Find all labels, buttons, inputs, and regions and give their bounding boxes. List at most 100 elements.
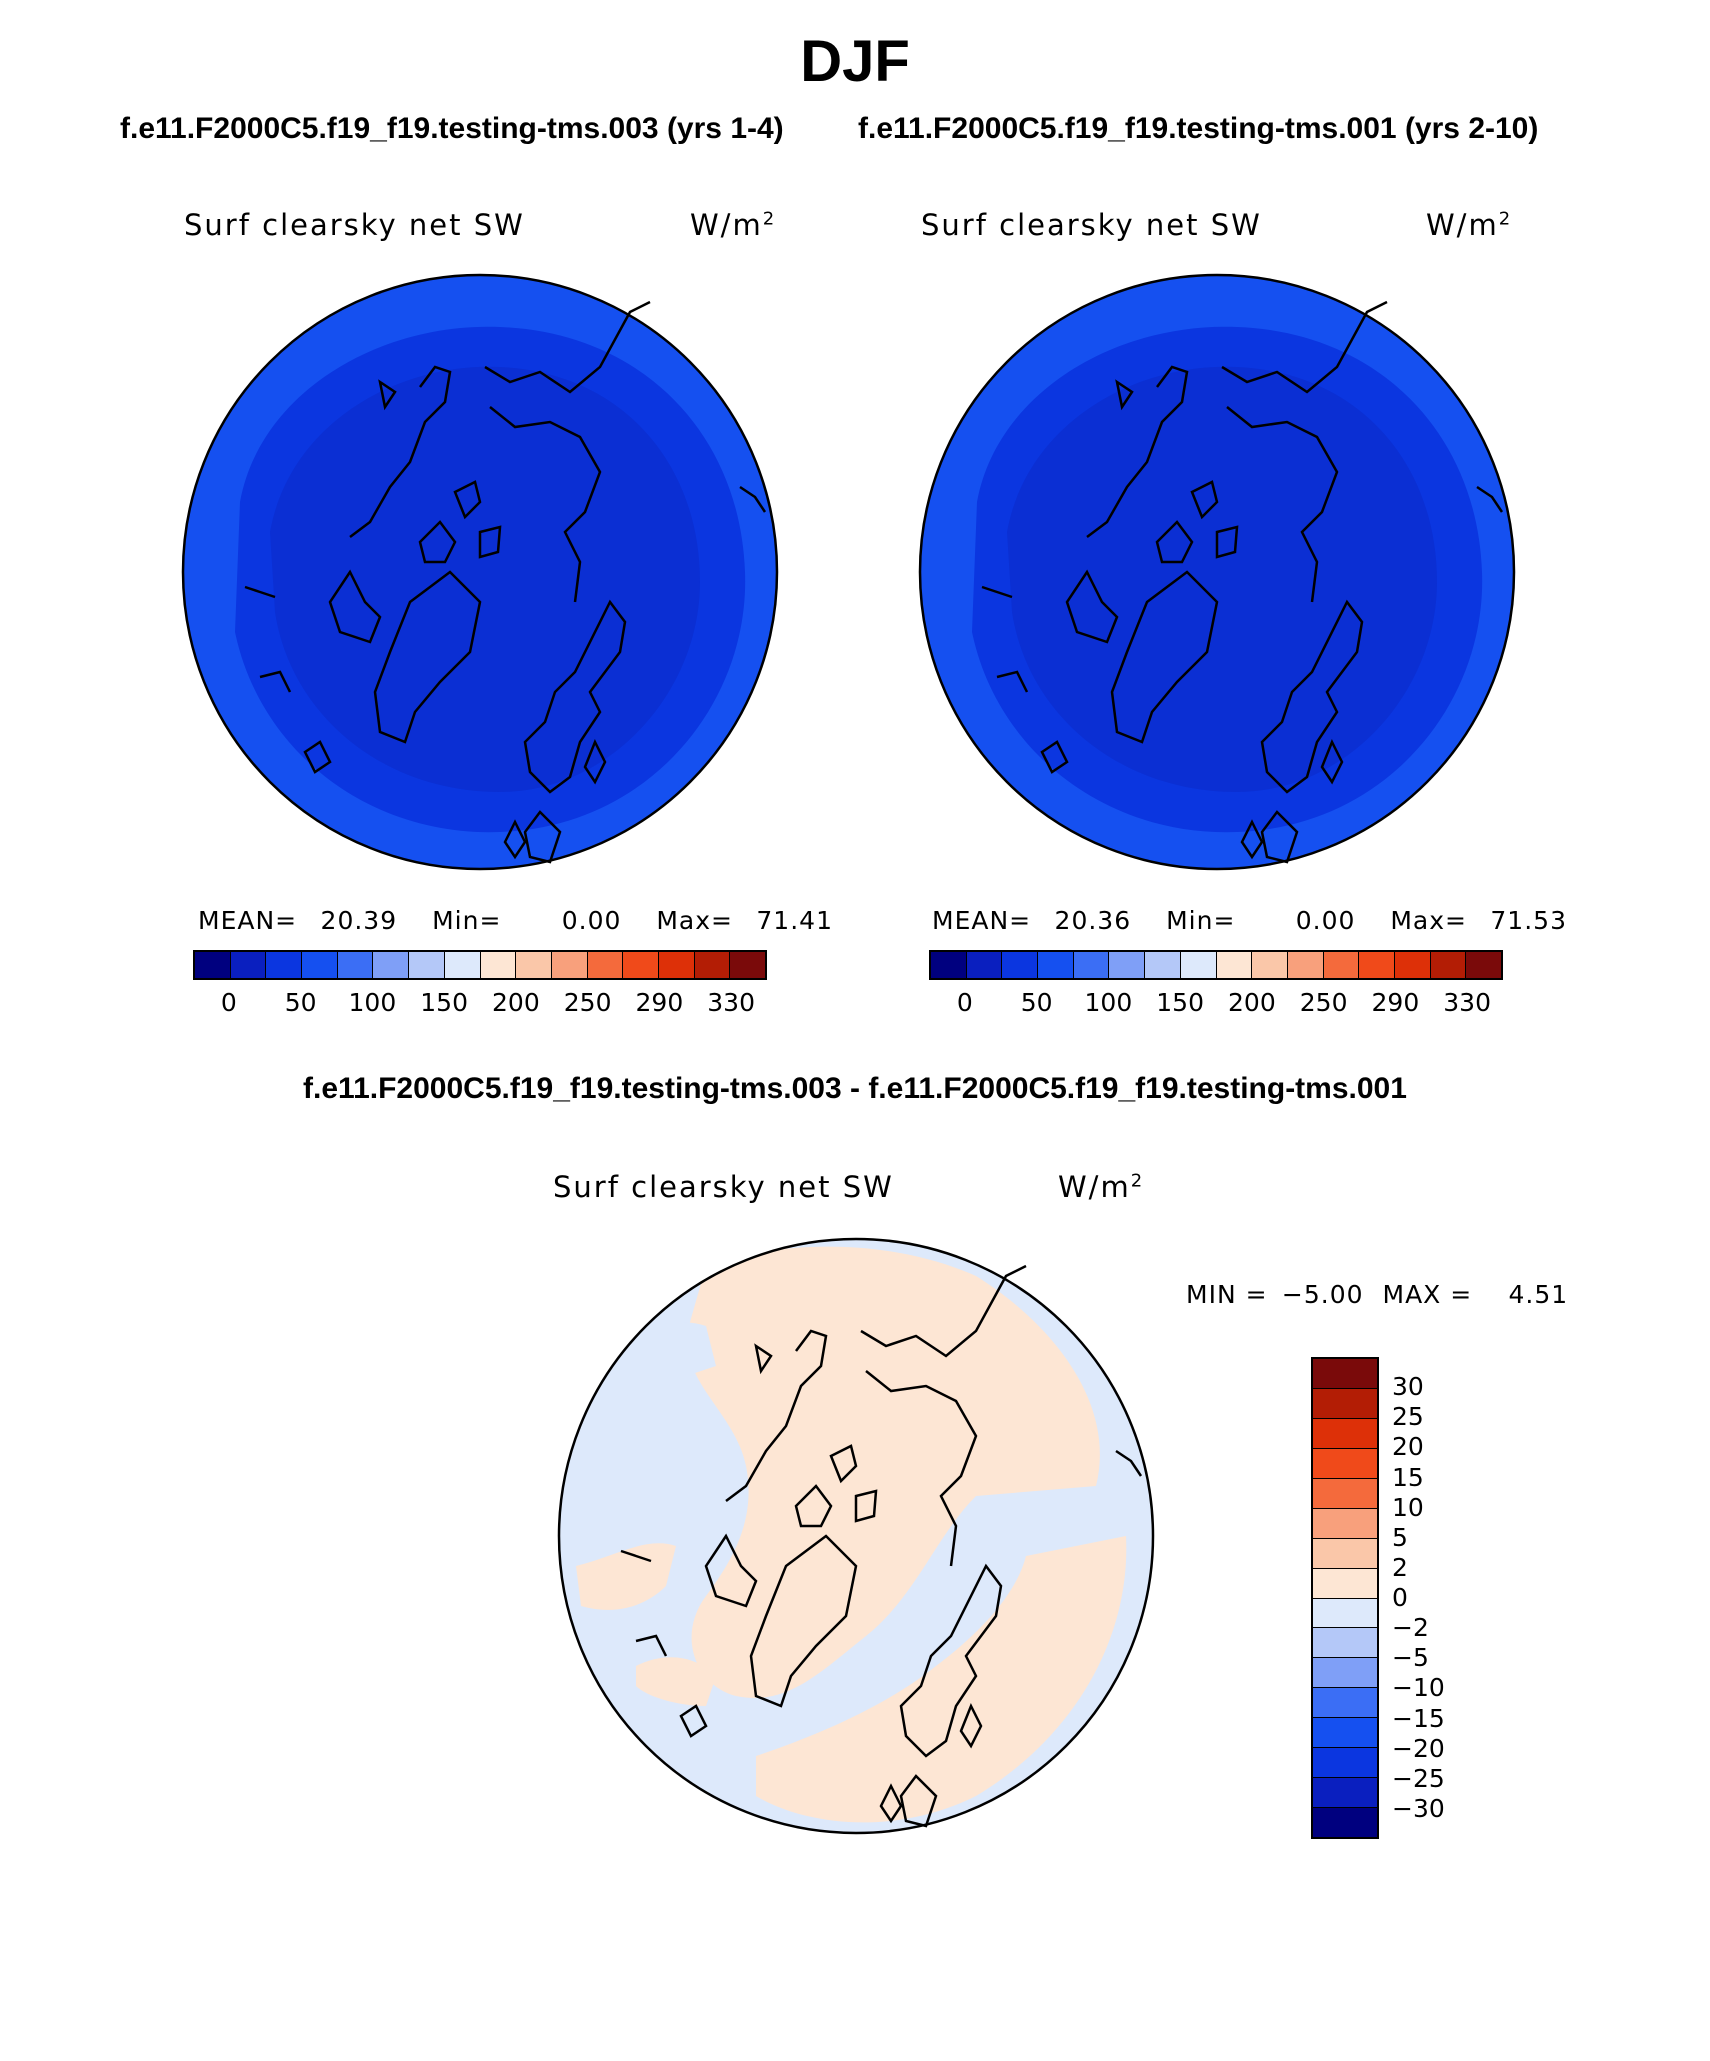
- colorbar-swatch: [1252, 952, 1288, 978]
- colorbar-swatch: [1313, 1748, 1377, 1779]
- colorbar-tick-label: 25: [1392, 1402, 1424, 1432]
- colorbar-tick-label: −20: [1392, 1733, 1445, 1763]
- panel1-polar-map: [181, 273, 779, 871]
- colorbar-swatch: [1466, 952, 1501, 978]
- colorbar-swatch: [623, 952, 659, 978]
- colorbar-tick-label: 2: [1392, 1552, 1408, 1582]
- colorbar-tick-label: 50: [1020, 988, 1053, 1017]
- colorbar-swatch: [1180, 952, 1217, 978]
- colorbar-tick-label: 5: [1392, 1522, 1408, 1552]
- colorbar-swatch: [966, 952, 1003, 978]
- colorbar-tick-label: 200: [1228, 988, 1276, 1017]
- colorbar-swatch: [1430, 952, 1467, 978]
- colorbar-tick-label: 30: [1392, 1372, 1424, 1402]
- colorbar-swatch: [1313, 1388, 1377, 1419]
- colorbar-swatch: [1313, 1778, 1377, 1809]
- colorbar-swatch: [1313, 1808, 1377, 1837]
- colorbar-tick-label: −15: [1392, 1703, 1445, 1733]
- colorbar-swatch: [1394, 952, 1431, 978]
- colorbar-tick-label: 0: [220, 988, 237, 1017]
- colorbar-tick-label: 150: [1156, 988, 1204, 1017]
- colorbar-tick-label: 15: [1392, 1462, 1424, 1492]
- colorbar-swatch: [730, 952, 765, 978]
- colorbar-tick-label: −30: [1392, 1793, 1445, 1823]
- panel1-stats: MEAN= 20.39 Min= 0.00 Max= 71.41: [198, 906, 833, 935]
- colorbar-swatch: [1287, 952, 1324, 978]
- colorbar-tick-label: 330: [707, 988, 755, 1017]
- colorbar-swatch: [1073, 952, 1110, 978]
- colorbar-tick-label: 290: [1371, 988, 1420, 1017]
- colorbar-tick-label: 290: [635, 988, 684, 1017]
- diff-units-label: W/m2: [1058, 1170, 1145, 1204]
- panel1-units-label: W/m2: [690, 208, 777, 242]
- panel2-units-label: W/m2: [1426, 208, 1513, 242]
- colorbar-swatch: [373, 952, 410, 978]
- colorbar-swatch: [409, 952, 445, 978]
- diff-stats: MIN = −5.00 MAX = 4.51: [1186, 1280, 1569, 1309]
- colorbar-tick-label: 100: [348, 988, 397, 1017]
- colorbar-swatch: [195, 952, 231, 978]
- colorbar-swatch: [587, 952, 624, 978]
- colorbar-swatch: [480, 952, 517, 978]
- colorbar-swatch: [266, 952, 303, 978]
- panel2-polar-map: [918, 273, 1516, 871]
- colorbar-swatch: [1313, 1718, 1377, 1749]
- colorbar-swatch: [1313, 1658, 1377, 1689]
- colorbar-swatch: [1313, 1538, 1377, 1569]
- colorbar-tick-label: 0: [1392, 1583, 1408, 1612]
- colorbar-swatch: [1002, 952, 1039, 978]
- diff-colorbar-ticks: 30 25 20 15 10 5 2 0 −2 −5 −10 −15 −20 −25 −30: [1392, 1357, 1492, 1839]
- colorbar-tick-label: −5: [1392, 1643, 1429, 1673]
- colorbar-swatch: [444, 952, 481, 978]
- colorbar-tick-label: 20: [1392, 1432, 1424, 1462]
- diff-colorbar: [1311, 1357, 1379, 1839]
- colorbar-swatch: [1359, 952, 1395, 978]
- colorbar-swatch: [1313, 1418, 1377, 1449]
- colorbar-swatch: [1313, 1598, 1377, 1629]
- figure-title: DJF: [800, 29, 910, 94]
- panel2-stats: MEAN= 20.36 Min= 0.00 Max= 71.53: [932, 906, 1567, 935]
- colorbar-swatch: [1313, 1359, 1377, 1389]
- colorbar-tick-label: 250: [563, 988, 612, 1017]
- colorbar-tick-label: 100: [1084, 988, 1133, 1017]
- diff-variable-label: Surf clearsky net SW: [553, 1170, 894, 1204]
- colorbar-swatch: [1038, 952, 1074, 978]
- colorbar-swatch: [516, 952, 552, 978]
- colorbar-swatch: [1313, 1628, 1377, 1659]
- colorbar-tick-label: 200: [492, 988, 540, 1017]
- diff-polar-map: [557, 1237, 1155, 1835]
- panel1-colorbar: [193, 950, 767, 980]
- colorbar-swatch: [1313, 1568, 1377, 1599]
- colorbar-tick-label: −10: [1392, 1673, 1445, 1703]
- colorbar-swatch: [1323, 952, 1360, 978]
- colorbar-tick-label: 50: [284, 988, 317, 1017]
- colorbar-tick-label: 250: [1299, 988, 1348, 1017]
- colorbar-swatch: [694, 952, 731, 978]
- colorbar-swatch: [658, 952, 695, 978]
- diff-title: f.e11.F2000C5.f19_f19.testing-tms.003 - …: [303, 1072, 1407, 1105]
- colorbar-tick-label: 0: [956, 988, 973, 1017]
- colorbar-tick-label: −2: [1392, 1613, 1429, 1643]
- colorbar-swatch: [931, 952, 967, 978]
- colorbar-swatch: [1145, 952, 1181, 978]
- panel2-colorbar-ticks: 0 50 100 150 200 250 290 330: [929, 988, 1503, 1018]
- colorbar-swatch: [1313, 1448, 1377, 1479]
- case-title-left: f.e11.F2000C5.f19_f19.testing-tms.003 (y…: [120, 112, 784, 145]
- colorbar-swatch: [1109, 952, 1146, 978]
- panel2-variable-label: Surf clearsky net SW: [921, 208, 1262, 242]
- colorbar-swatch: [1216, 952, 1253, 978]
- panel1-colorbar-ticks: 0 50 100 150 200 250 290 330: [193, 988, 767, 1018]
- colorbar-tick-label: 330: [1443, 988, 1491, 1017]
- colorbar-swatch: [1313, 1478, 1377, 1509]
- panel1-variable-label: Surf clearsky net SW: [184, 208, 525, 242]
- colorbar-tick-label: −25: [1392, 1763, 1445, 1793]
- colorbar-swatch: [551, 952, 588, 978]
- case-title-right: f.e11.F2000C5.f19_f19.testing-tms.001 (y…: [858, 112, 1539, 145]
- colorbar-swatch: [1313, 1508, 1377, 1539]
- colorbar-swatch: [1313, 1688, 1377, 1719]
- colorbar-swatch: [337, 952, 374, 978]
- colorbar-swatch: [302, 952, 338, 978]
- colorbar-tick-label: 10: [1392, 1492, 1424, 1522]
- panel2-colorbar: [929, 950, 1503, 980]
- colorbar-tick-label: 150: [420, 988, 468, 1017]
